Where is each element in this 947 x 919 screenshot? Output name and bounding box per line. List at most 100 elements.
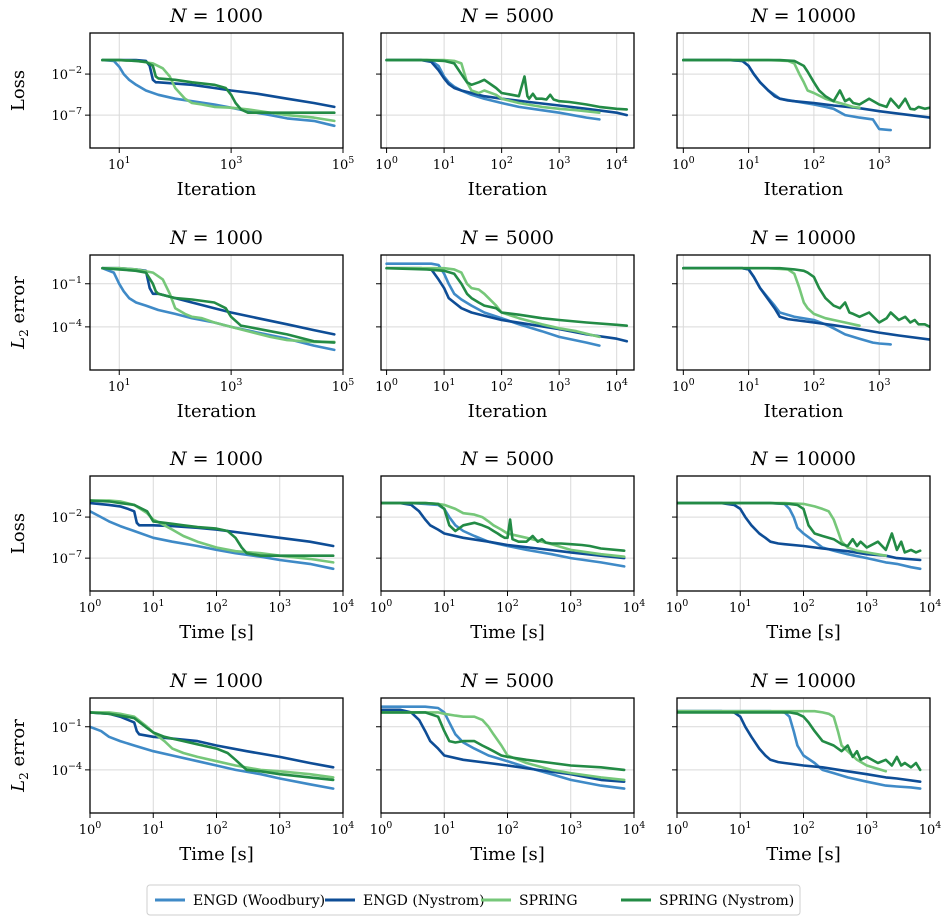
- series-line-engd-nystrom: [381, 501, 626, 560]
- series-line-spring: [385, 58, 601, 114]
- subplot-r2c1: 100 101 102 103 104 N = 5000 Time [s]: [370, 448, 646, 643]
- subplot-title: N = 1000: [169, 227, 263, 249]
- x-tick-label: 104: [623, 598, 646, 616]
- series-line-spring-nystrom: [90, 499, 335, 558]
- x-tick-label: 102: [803, 377, 826, 395]
- y-tick-label: 10−4: [51, 318, 82, 336]
- x-tick-label: 100: [375, 155, 398, 173]
- series-line-engd-woodbury: [385, 262, 601, 347]
- series-line-spring-nystrom: [677, 501, 922, 554]
- series-group: [381, 705, 626, 790]
- x-tick-label: 103: [220, 377, 243, 395]
- x-tick-label: 103: [855, 598, 878, 616]
- x-tick-label: 104: [919, 820, 942, 838]
- x-axis-label: Time [s]: [470, 844, 545, 865]
- series-line-engd-woodbury: [101, 266, 336, 352]
- series-group: [681, 266, 930, 346]
- axes-frame: [89, 32, 344, 149]
- series-line-spring-nystrom: [677, 711, 922, 772]
- subplot-r0c1: 100 101 102 103 104 N = 5000 Iteration: [375, 5, 635, 200]
- series-line-spring: [90, 499, 335, 564]
- x-tick-label: 101: [142, 598, 165, 616]
- x-tick-label: 105: [332, 155, 355, 173]
- series-line-spring-nystrom: [681, 266, 930, 329]
- x-tick-label: 103: [548, 377, 571, 395]
- subplot-title: N = 1000: [169, 670, 263, 692]
- axes-frame: [676, 32, 931, 149]
- x-tick-label: 102: [792, 820, 815, 838]
- series-line-engd-nystrom: [101, 58, 336, 109]
- series-line-engd-woodbury: [681, 266, 893, 346]
- x-tick-label: 103: [559, 820, 582, 838]
- x-tick-label: 102: [490, 155, 513, 173]
- x-tick-label: 100: [672, 155, 695, 173]
- x-tick-label: 104: [623, 820, 646, 838]
- series-line-engd-nystrom: [385, 266, 629, 343]
- subplot-r3c0: 100 101 102 103 104 10−1 10−4 N = 1000 Time [s] L…: [8, 670, 354, 865]
- legend: ENGD (Woodbury) ENGD (Nystrom) SPRING SPRIN…: [146, 884, 801, 916]
- series-group: [101, 58, 336, 128]
- subplot-title: N = 5000: [460, 670, 554, 692]
- x-axis-label: Iteration: [764, 401, 844, 422]
- x-axis-label: Time [s]: [179, 844, 254, 865]
- axes-frame: [89, 254, 344, 371]
- x-tick-label: 104: [332, 820, 355, 838]
- subplot-title: N = 5000: [460, 5, 554, 27]
- series-group: [385, 58, 629, 121]
- x-axis-label: Time [s]: [179, 622, 254, 643]
- x-tick-label: 101: [433, 377, 456, 395]
- x-tick-label: 103: [868, 155, 891, 173]
- series-line-spring: [381, 711, 626, 782]
- axes-frame: [380, 254, 635, 371]
- series-line-engd-nystrom: [90, 711, 335, 769]
- legend-label: SPRING: [519, 893, 578, 909]
- series-line-engd-nystrom: [381, 708, 626, 784]
- y-axis-label: Loss: [8, 513, 29, 554]
- series-line-spring-nystrom: [381, 711, 626, 772]
- y-axis-label: L2 error: [8, 719, 31, 793]
- x-axis-label: Iteration: [177, 401, 257, 422]
- x-tick-label: 101: [433, 598, 456, 616]
- x-tick-label: 105: [332, 377, 355, 395]
- series-line-spring: [681, 266, 861, 328]
- x-tick-label: 102: [803, 155, 826, 173]
- series-line-engd-woodbury: [90, 509, 335, 571]
- series-line-engd-woodbury: [101, 58, 336, 128]
- series-line-engd-woodbury: [90, 725, 335, 790]
- axes-frame: [380, 32, 635, 149]
- legend-label: ENGD (Woodbury): [193, 893, 325, 909]
- y-tick-label: 10−7: [51, 106, 82, 124]
- x-tick-label: 100: [375, 377, 398, 395]
- legend-box: [146, 884, 801, 916]
- x-tick-label: 101: [108, 377, 131, 395]
- subplot-r2c0: 100 101 102 103 104 10−2 10−7 N = 1000 Time [s] L…: [8, 448, 354, 643]
- x-tick-label: 100: [79, 820, 102, 838]
- series-line-engd-woodbury: [677, 501, 922, 571]
- x-tick-label: 103: [855, 820, 878, 838]
- axes-frame: [676, 254, 931, 371]
- y-tick-label: 10−2: [51, 508, 82, 526]
- x-tick-label: 104: [919, 598, 942, 616]
- series-line-engd-nystrom: [385, 58, 629, 117]
- series-group: [101, 266, 336, 352]
- x-tick-label: 101: [433, 820, 456, 838]
- x-tick-label: 100: [79, 598, 102, 616]
- y-tick-label: 10−1: [51, 718, 82, 736]
- x-tick-label: 102: [496, 598, 519, 616]
- x-tick-label: 102: [792, 598, 815, 616]
- x-axis-label: Iteration: [468, 401, 548, 422]
- x-tick-label: 101: [729, 598, 752, 616]
- legend-label: ENGD (Nystrom): [363, 893, 485, 909]
- x-tick-label: 104: [605, 155, 628, 173]
- subplot-title: N = 10000: [750, 448, 856, 470]
- x-axis-label: Iteration: [468, 179, 548, 200]
- subplot-r1c2: 100 101 102 103 N = 10000 Iteration: [672, 227, 931, 422]
- x-tick-label: 102: [205, 820, 228, 838]
- series-line-spring-nystrom: [101, 266, 336, 344]
- series-line-spring-nystrom: [385, 266, 629, 328]
- x-tick-label: 100: [370, 598, 393, 616]
- subplot-r2c2: 100 101 102 103 104 N = 10000 Time [s]: [666, 448, 942, 643]
- x-tick-label: 101: [108, 155, 131, 173]
- series-group: [677, 709, 922, 790]
